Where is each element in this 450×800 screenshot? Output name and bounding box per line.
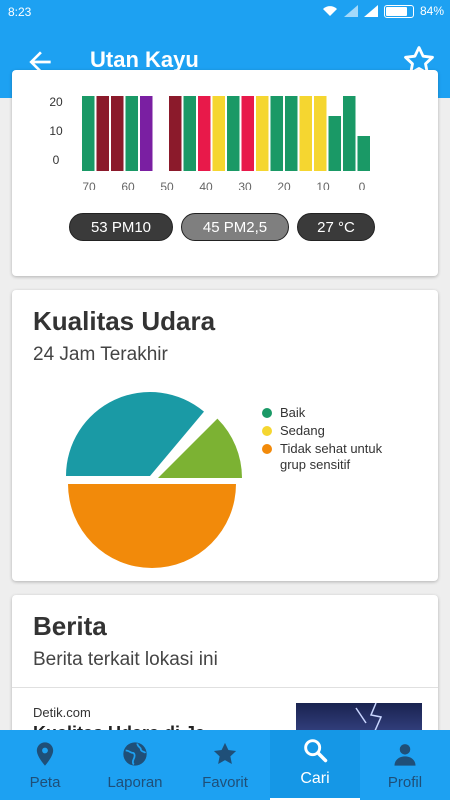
pie-slice xyxy=(66,392,204,476)
history-bar xyxy=(140,96,153,171)
air-quality-title: Kualitas Udara xyxy=(33,306,216,336)
signal-icon-2 xyxy=(363,5,378,17)
nav-label: Cari xyxy=(300,770,330,787)
star-icon xyxy=(213,742,237,765)
pm25-pill[interactable]: 45 PM2,5 xyxy=(181,213,289,241)
battery-percent: 84% xyxy=(419,4,444,18)
nav-item-laporan[interactable]: Laporan xyxy=(90,730,180,800)
air-quality-pie-chart xyxy=(66,392,242,568)
nav-item-profil[interactable]: Profil xyxy=(360,730,450,800)
pie-legend: Baik Sedang Tidak sehat untuk grup sensi… xyxy=(262,405,402,475)
legend-item-sensitive: Tidak sehat untuk grup sensitif xyxy=(262,441,402,473)
history-bar xyxy=(357,136,370,171)
history-bar xyxy=(227,96,240,171)
x-tick-label: 10 xyxy=(316,180,330,190)
history-bar xyxy=(82,96,95,171)
pie-slice xyxy=(68,484,236,568)
person-icon xyxy=(394,744,416,766)
history-card: 20 10 0 70 60 50 40 30 20 10 0 53 PM10 45 PM2,5 27… xyxy=(12,70,438,276)
status-time: 8:23 xyxy=(8,5,32,19)
y-tick-label: 0 xyxy=(53,153,60,167)
search-icon xyxy=(304,739,328,763)
nav-item-peta[interactable]: Peta xyxy=(0,730,90,800)
history-bar xyxy=(125,96,138,171)
nav-label: Laporan xyxy=(107,774,163,791)
x-tick-label: 60 xyxy=(121,180,135,190)
status-bar: 8:23 84% xyxy=(0,0,450,24)
news-title: Berita xyxy=(33,611,107,641)
legend-dot xyxy=(262,426,272,436)
battery-icon xyxy=(383,4,414,18)
nav-label: Peta xyxy=(29,774,61,791)
history-bar xyxy=(183,96,196,171)
y-tick-label: 20 xyxy=(49,95,63,109)
legend-dot xyxy=(262,444,272,454)
news-subtitle: Berita terkait lokasi ini xyxy=(33,649,218,670)
history-bar xyxy=(169,96,182,171)
history-bar xyxy=(111,96,124,171)
nav-item-cari[interactable]: Cari xyxy=(270,730,360,800)
news-source: Detik.com xyxy=(33,705,91,720)
lightning-image xyxy=(355,703,383,734)
nav-item-favorit[interactable]: Favorit xyxy=(180,730,270,800)
nav-label: Profil xyxy=(387,774,423,791)
nav-label: Favorit xyxy=(202,774,248,791)
bottom-navigation: Peta Laporan Favorit Cari Profil xyxy=(0,730,450,800)
history-bar xyxy=(285,96,298,171)
readings-row: 53 PM10 45 PM2,5 27 °C xyxy=(69,213,375,241)
star-outline-icon[interactable] xyxy=(402,44,436,78)
x-tick-label: 50 xyxy=(160,180,174,190)
pie-slice xyxy=(158,418,242,478)
air-quality-card: Kualitas Udara 24 Jam Terakhir Baik Seda… xyxy=(12,290,438,581)
y-tick-label: 10 xyxy=(49,124,63,138)
signal-icon xyxy=(343,5,358,17)
x-tick-label: 20 xyxy=(277,180,291,190)
history-bar xyxy=(198,96,211,171)
wifi-icon xyxy=(322,6,337,16)
x-tick-label: 0 xyxy=(359,180,366,190)
map-pin-icon xyxy=(36,742,54,766)
history-bar xyxy=(212,96,225,171)
history-bar xyxy=(256,96,269,171)
globe-icon xyxy=(123,742,147,766)
legend-item-sedang: Sedang xyxy=(262,423,402,439)
history-bar xyxy=(241,96,254,171)
legend-dot xyxy=(262,408,272,418)
legend-label: Baik xyxy=(280,405,306,420)
divider xyxy=(12,687,438,688)
history-bar xyxy=(270,96,283,171)
x-tick-label: 70 xyxy=(82,180,96,190)
air-quality-subtitle: 24 Jam Terakhir xyxy=(33,344,168,365)
history-bar xyxy=(343,96,356,171)
pm10-pill[interactable]: 53 PM10 xyxy=(69,213,173,241)
history-bar xyxy=(314,96,327,171)
legend-item-baik: Baik xyxy=(262,405,402,421)
x-tick-label: 40 xyxy=(199,180,213,190)
history-bar xyxy=(328,116,341,171)
history-bar xyxy=(299,96,312,171)
history-bar-chart: 20 10 0 70 60 50 40 30 20 10 0 xyxy=(49,95,370,190)
x-tick-label: 30 xyxy=(238,180,252,190)
legend-label: Tidak sehat untuk grup sensitif xyxy=(280,441,383,472)
history-bar xyxy=(96,96,109,171)
temperature-pill[interactable]: 27 °C xyxy=(297,213,375,241)
legend-label: Sedang xyxy=(280,423,325,438)
arrow-left-icon[interactable] xyxy=(24,46,56,78)
page-title: Utan Kayu xyxy=(90,47,199,72)
